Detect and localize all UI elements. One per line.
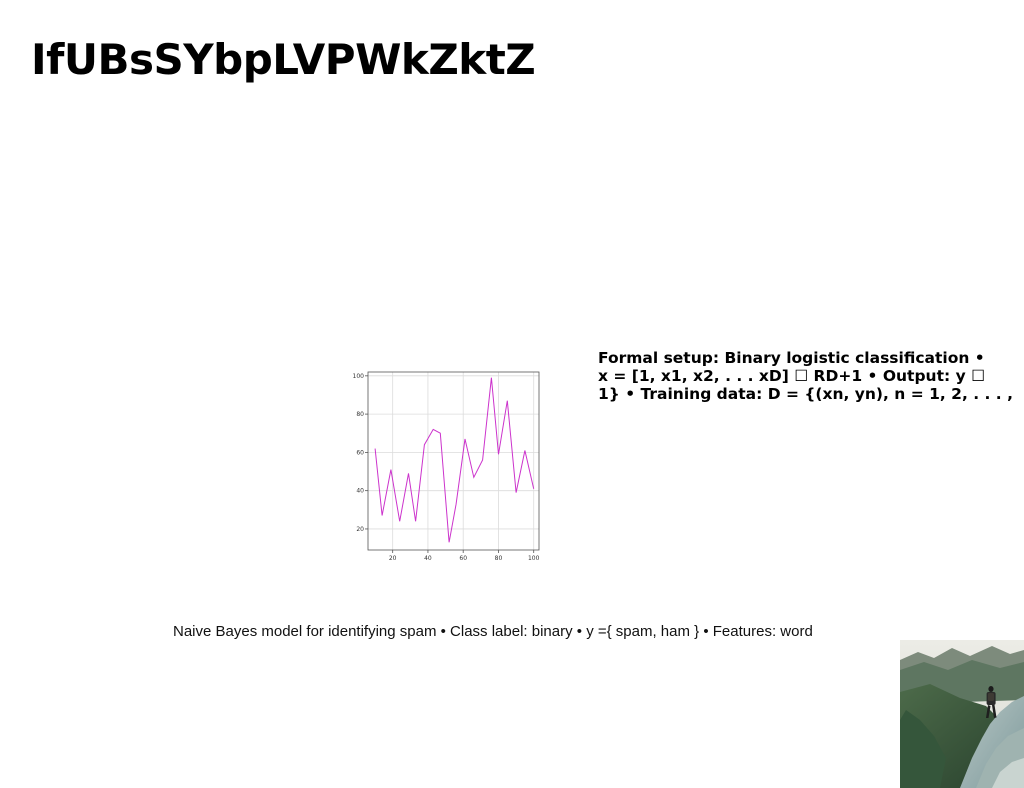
y-tick-label: 80 <box>356 411 364 418</box>
x-tick-label: 20 <box>389 555 397 562</box>
y-tick-label: 100 <box>353 373 365 380</box>
slide-title: IfUBsSYbpLVPWkZktZ <box>31 35 536 84</box>
line-chart-svg: 20 40 60 80 100 20 40 60 80 100 <box>353 371 540 562</box>
y-tick-label: 20 <box>356 526 364 533</box>
mountain-hiker-photo <box>900 640 1024 788</box>
hiker-figure <box>986 686 997 718</box>
x-tick-label: 60 <box>459 555 467 562</box>
line-chart: 20 40 60 80 100 20 40 60 80 100 <box>345 366 545 566</box>
series-line <box>374 377 535 543</box>
y-tick-label: 40 <box>356 488 364 495</box>
y-tick-label: 60 <box>356 449 364 456</box>
plot-frame <box>367 371 540 551</box>
x-tick-label: 80 <box>495 555 503 562</box>
x-tick-label: 100 <box>528 555 540 562</box>
mountain-hiker-image <box>900 640 1024 788</box>
x-tick-label: 40 <box>424 555 432 562</box>
naive-bayes-text: Naive Bayes model for identifying spam •… <box>173 623 813 640</box>
logistic-setup-text: Formal setup: Binary logistic classifica… <box>598 349 1013 403</box>
